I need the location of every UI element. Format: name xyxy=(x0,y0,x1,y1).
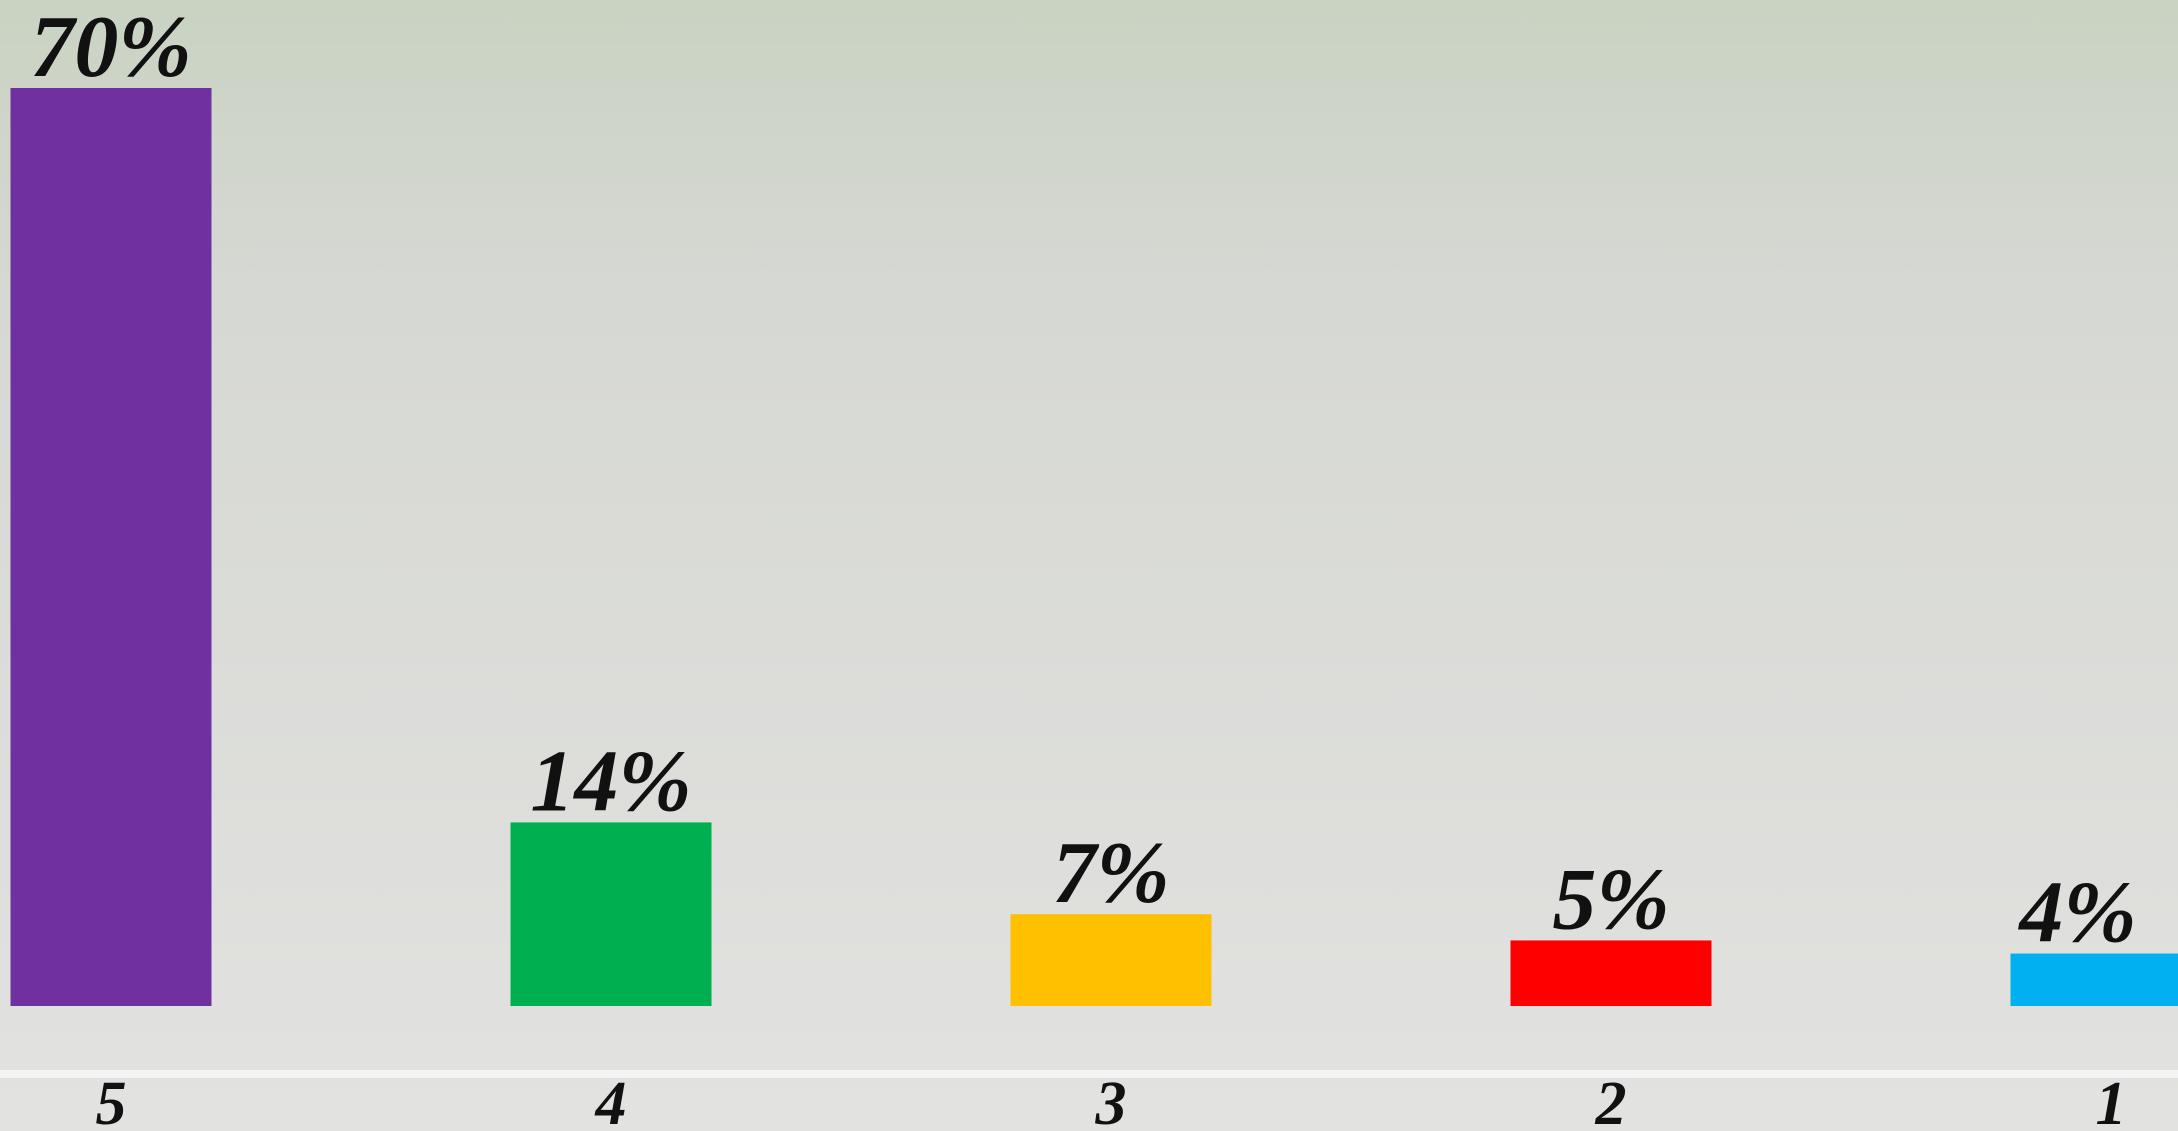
value-label: 14% xyxy=(530,733,691,830)
x-tick-label: 2 xyxy=(1595,1070,1627,1131)
value-label: 7% xyxy=(1052,825,1169,922)
ground-line xyxy=(0,1070,2178,1078)
x-tick-label: 1 xyxy=(2096,1070,2127,1131)
page: 570%414%37%25%14% (() => { const data = … xyxy=(0,0,2178,1131)
bar xyxy=(11,88,212,1006)
value-label: 4% xyxy=(2017,865,2136,962)
bar xyxy=(1511,940,1712,1006)
x-tick-label: 5 xyxy=(96,1070,127,1131)
chart: 570%414%37%25%14% xyxy=(0,0,2178,1131)
bar xyxy=(511,822,712,1006)
value-label: 70% xyxy=(30,0,191,96)
bar xyxy=(1011,914,1212,1006)
x-tick-label: 3 xyxy=(1095,1070,1127,1131)
x-tick-label: 4 xyxy=(595,1070,627,1131)
value-label: 5% xyxy=(1552,851,1669,948)
